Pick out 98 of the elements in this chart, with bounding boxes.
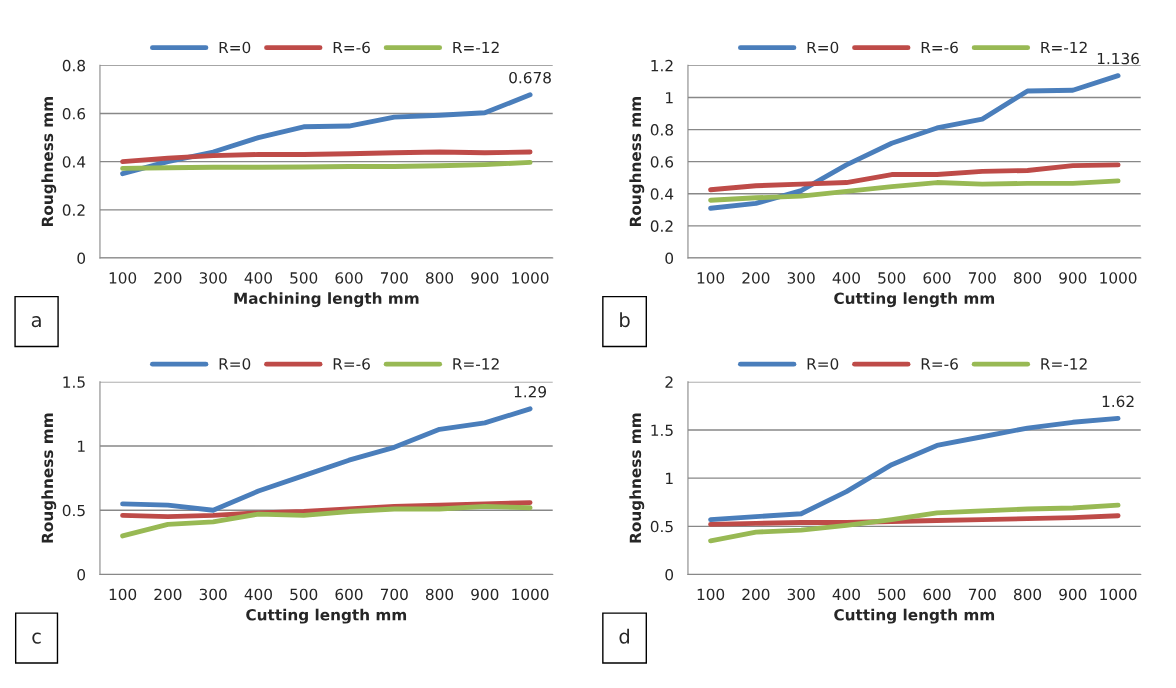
x-tick-label: 1000: [1100, 588, 1137, 601]
y-tick-label: 1.5: [651, 424, 673, 437]
x-tick-label: 400: [832, 588, 860, 601]
line-series: [708, 416, 1121, 523]
x-tick-label: 400: [244, 588, 272, 601]
legend-label: R=0: [807, 358, 839, 370]
y-tick-label: 1.5: [63, 376, 85, 388]
x-tick-label: 900: [471, 588, 499, 601]
legend-label: R=-6: [921, 358, 958, 370]
x-tick-label: 300: [199, 272, 227, 284]
x-tick-label: 100: [109, 588, 137, 601]
y-axis-title: Roughness mm: [41, 97, 57, 227]
x-tick-label: 700: [968, 588, 996, 601]
y-tick-label: 0.2: [650, 220, 673, 232]
y-tick-label: 0.5: [650, 520, 673, 533]
y-tick-label: 0.8: [650, 124, 674, 136]
x-tick-label: 900: [1059, 588, 1087, 601]
x-tick-label: 200: [154, 272, 182, 284]
y-tick-label: 0: [77, 568, 86, 581]
annotation: 1.62: [1102, 395, 1134, 408]
y-tick-label: 0: [77, 252, 86, 265]
annotation: 1.136: [1097, 52, 1139, 65]
x-tick-label: 400: [832, 272, 860, 284]
text: d: [619, 628, 629, 644]
x-tick-label: 300: [787, 272, 815, 284]
x-tick-label: 500: [878, 272, 906, 284]
x-axis-title: Cutting length mm: [834, 292, 995, 308]
text: c: [32, 632, 41, 644]
x-tick-label: 200: [742, 588, 770, 601]
x-tick-label: 1000: [1100, 272, 1137, 284]
x-tick-label: 100: [109, 272, 137, 284]
legend-label: R=0: [219, 358, 251, 370]
x-tick-label: 600: [923, 272, 951, 284]
y-tick-label: 2: [665, 376, 673, 388]
x-tick-label: 300: [199, 588, 227, 601]
legend-label: R=-6: [333, 41, 370, 54]
y-axis-title: Roughness mm: [629, 413, 645, 543]
x-tick-label: 900: [471, 272, 499, 284]
x-tick-label: 1000: [512, 588, 549, 601]
text: a: [31, 316, 41, 328]
x-tick-label: 700: [968, 272, 996, 284]
x-tick-label: 100: [697, 588, 725, 601]
x-tick-label: 1000: [512, 272, 549, 284]
y-tick-label: 0.5: [62, 504, 85, 517]
x-tick-label: 500: [878, 588, 906, 601]
x-tick-label: 300: [787, 588, 815, 601]
y-tick-label: 0.8: [62, 59, 86, 72]
line-series: [708, 178, 1121, 203]
line-series: [708, 162, 1121, 193]
y-axis-title: Roughness mm: [629, 97, 645, 227]
x-axis-title: Machining length mm: [234, 292, 419, 308]
x-tick-label: 900: [1059, 272, 1087, 284]
legend-label: R=-12: [1041, 41, 1087, 54]
y-tick-label: 1.2: [651, 59, 673, 72]
x-tick-label: 100: [697, 272, 725, 284]
line-series: [120, 406, 533, 513]
text: b: [620, 312, 630, 328]
legend-label: R=0: [807, 41, 839, 54]
x-tick-label: 600: [335, 272, 363, 284]
x-tick-label: 800: [425, 272, 454, 284]
legend-label: R=-12: [1041, 358, 1087, 370]
y-tick-label: 0: [665, 252, 674, 265]
y-tick-label: 1: [78, 440, 85, 452]
y-tick-label: 1: [666, 472, 673, 484]
annotation: 1.29: [514, 385, 547, 398]
x-tick-label: 500: [290, 588, 318, 601]
y-tick-label: 0.4: [62, 156, 86, 168]
x-tick-label: 200: [742, 272, 770, 284]
legend-label: R=-12: [453, 41, 499, 54]
y-tick-label: 0.4: [650, 188, 674, 200]
line-series: [120, 503, 533, 539]
x-tick-label: 800: [1013, 588, 1042, 601]
legend-label: R=0: [219, 41, 251, 54]
x-tick-label: 500: [290, 272, 318, 284]
line-series: [708, 73, 1121, 211]
legend-label: R=-6: [921, 41, 958, 54]
x-tick-label: 700: [380, 272, 408, 284]
x-tick-label: 600: [335, 588, 363, 601]
x-tick-label: 600: [923, 588, 951, 601]
line-series: [120, 149, 533, 165]
y-tick-label: 0.2: [62, 204, 85, 216]
legend-label: R=-6: [333, 358, 370, 370]
y-tick-label: 0.6: [62, 107, 86, 120]
x-axis-title: Cutting length mm: [246, 608, 407, 624]
line-series: [708, 502, 1121, 544]
x-tick-label: 800: [425, 588, 454, 601]
y-tick-label: 1: [666, 92, 673, 104]
y-axis-title: Roughness mm: [41, 413, 57, 543]
x-tick-label: 200: [154, 588, 182, 601]
annotation: 0.678: [509, 71, 551, 84]
x-tick-label: 800: [1013, 272, 1042, 284]
x-tick-label: 400: [244, 272, 272, 284]
x-tick-label: 700: [380, 588, 408, 601]
y-tick-label: 0.6: [650, 156, 674, 168]
x-axis-title: Cutting length mm: [834, 608, 995, 624]
line-series: [120, 159, 533, 171]
legend-label: R=-12: [453, 358, 499, 370]
y-tick-label: 0: [665, 568, 674, 581]
